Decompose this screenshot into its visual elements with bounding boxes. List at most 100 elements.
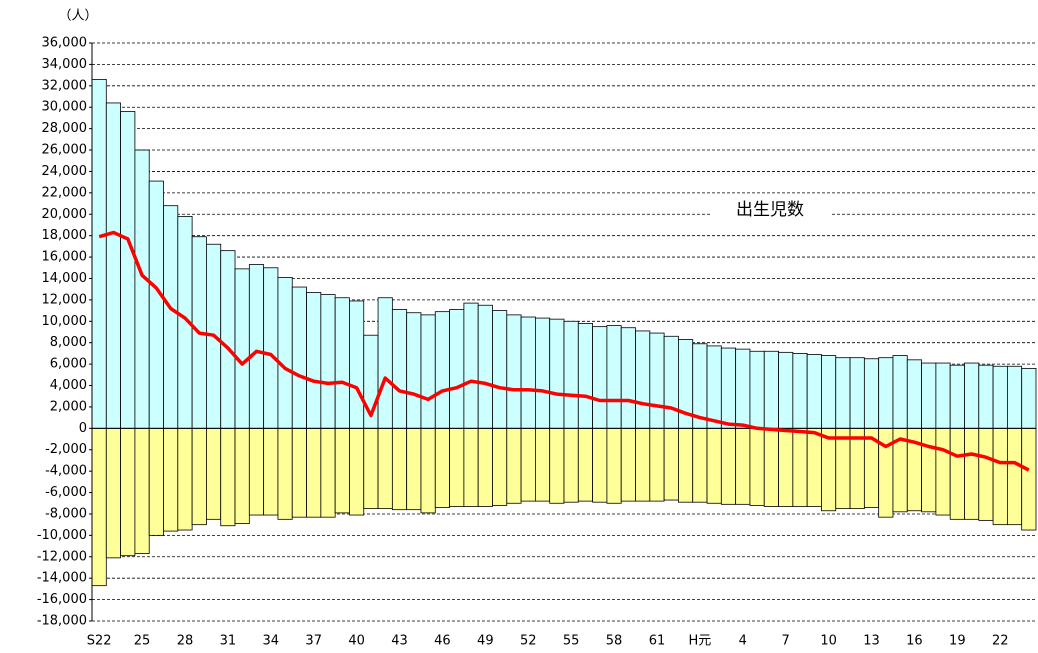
y-tick-label: 26,000 xyxy=(42,143,88,158)
bar xyxy=(949,364,965,429)
bar xyxy=(592,326,608,429)
y-tick-label: 24,000 xyxy=(42,164,88,179)
bar xyxy=(349,300,365,429)
x-tick-label: 31 xyxy=(220,634,237,649)
bar xyxy=(792,353,808,429)
x-tick-label: 28 xyxy=(177,634,194,649)
x-tick-label: 10 xyxy=(820,634,837,649)
y-tick-label: 20,000 xyxy=(42,207,88,222)
bar xyxy=(577,427,594,502)
bar xyxy=(620,327,636,429)
bar xyxy=(263,267,279,429)
bar xyxy=(978,364,994,429)
bar xyxy=(663,335,679,429)
y-tick-label: -8,000 xyxy=(45,506,87,521)
annotation-bg xyxy=(712,196,830,224)
bar xyxy=(148,427,164,536)
bar xyxy=(163,205,179,429)
bar xyxy=(935,362,951,429)
bar xyxy=(821,355,837,429)
bar xyxy=(635,427,651,502)
bar xyxy=(306,427,322,518)
bar xyxy=(949,427,965,520)
bar xyxy=(134,427,150,554)
line xyxy=(98,230,1030,472)
bar xyxy=(91,427,107,587)
bar xyxy=(434,311,450,429)
y-tick-label: -16,000 xyxy=(37,592,87,607)
y-tick-label: -14,000 xyxy=(37,571,87,586)
bar xyxy=(377,297,393,429)
y-tick-label: 22,000 xyxy=(42,185,88,200)
bar xyxy=(477,304,493,429)
bar xyxy=(191,427,207,526)
bar xyxy=(1006,427,1023,526)
bar xyxy=(549,318,565,429)
bar xyxy=(391,309,408,429)
bar xyxy=(377,427,393,510)
bar xyxy=(778,427,794,507)
bar xyxy=(577,323,594,429)
bar xyxy=(620,427,636,502)
bar xyxy=(835,357,851,429)
bar xyxy=(320,294,336,429)
x-tick-label: 16 xyxy=(906,634,923,649)
bar xyxy=(220,250,236,429)
y-tick-label: 2,000 xyxy=(50,399,87,414)
bar xyxy=(120,111,136,429)
bar xyxy=(720,347,737,429)
bar xyxy=(463,427,479,507)
x-tick-label: 19 xyxy=(949,634,966,649)
bar xyxy=(306,291,322,429)
y-tick-label: -12,000 xyxy=(37,549,87,564)
x-tick-label: 22 xyxy=(992,634,1009,649)
bar xyxy=(549,427,565,504)
x-tick-label: 55 xyxy=(563,634,580,649)
bar xyxy=(406,312,422,429)
x-tick-label: 58 xyxy=(606,634,623,649)
bar xyxy=(234,268,250,429)
bar xyxy=(449,309,465,429)
bar xyxy=(520,427,536,502)
bar xyxy=(391,427,408,511)
bar xyxy=(849,357,865,429)
bar xyxy=(349,427,365,516)
bar xyxy=(420,314,436,429)
y-tick-label: 10,000 xyxy=(42,314,88,329)
bar xyxy=(520,316,536,429)
bar xyxy=(592,427,608,503)
bar xyxy=(1021,367,1037,429)
bar xyxy=(706,345,722,429)
bar xyxy=(735,427,751,505)
bar xyxy=(263,427,279,516)
bar xyxy=(363,427,379,510)
annotation: 出生児数 xyxy=(736,200,804,220)
bar xyxy=(1021,427,1037,531)
bar xyxy=(749,427,765,506)
y-unit-label: （人） xyxy=(58,9,97,24)
bar xyxy=(663,427,679,501)
bar xyxy=(763,427,779,507)
bar xyxy=(105,102,122,429)
bar xyxy=(992,427,1008,526)
bar xyxy=(434,427,450,508)
x-tick-label: 4 xyxy=(739,634,747,649)
bar xyxy=(792,427,808,507)
bar xyxy=(277,277,293,429)
y-tick-label: 28,000 xyxy=(42,121,88,136)
bar xyxy=(420,427,436,514)
bar xyxy=(921,362,937,429)
y-tick-label: -4,000 xyxy=(45,464,87,479)
bar xyxy=(506,427,522,504)
x-tick-label: 13 xyxy=(863,634,880,649)
x-tick-label: 49 xyxy=(477,634,494,649)
y-tick-label: 0 xyxy=(79,421,87,436)
bar xyxy=(720,427,737,505)
bar xyxy=(334,427,350,514)
y-tick-label: 18,000 xyxy=(42,228,88,243)
bar xyxy=(964,427,980,520)
y-tick-label: -2,000 xyxy=(45,442,87,457)
bar xyxy=(964,362,980,429)
x-tick-label: 52 xyxy=(520,634,537,649)
x-tick-label: 61 xyxy=(649,634,666,649)
